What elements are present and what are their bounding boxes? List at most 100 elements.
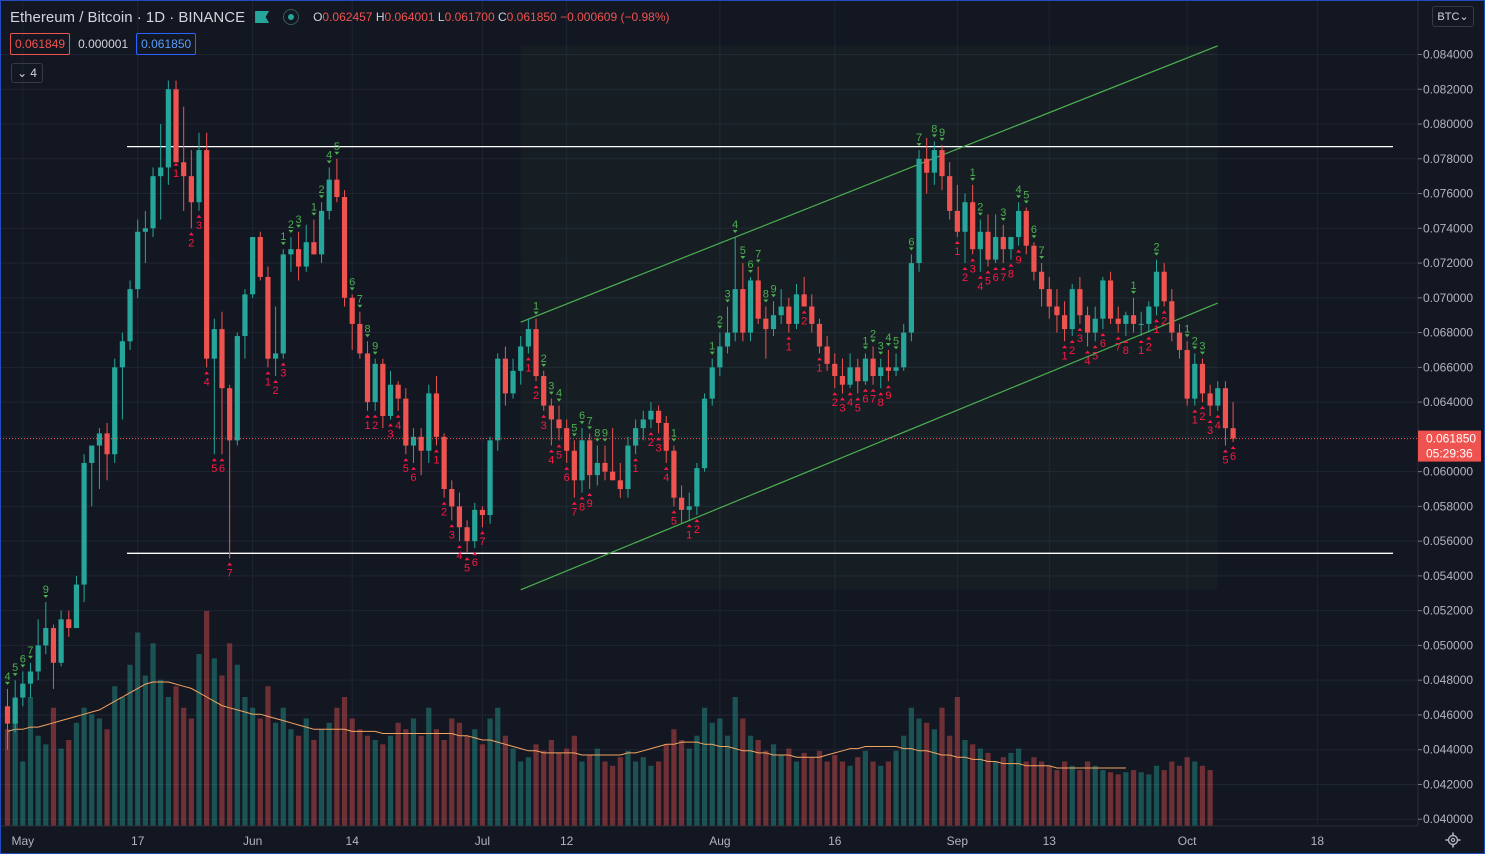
sequential-down-count: 6 xyxy=(564,472,570,484)
candle-body xyxy=(579,440,585,481)
candle-body xyxy=(364,353,371,403)
volume-bar xyxy=(564,748,570,826)
symbol-title[interactable]: Ethereum / Bitcoin · 1D · BINANCE xyxy=(10,8,246,26)
sequential-down-count: 7 xyxy=(571,507,577,519)
sequential-down-marker xyxy=(1222,449,1228,453)
candle-body xyxy=(594,462,600,476)
sell-price-button[interactable]: 0.061849 xyxy=(10,33,71,55)
candle-body xyxy=(403,398,409,446)
candle-body xyxy=(1054,306,1060,316)
candle-body xyxy=(1199,363,1206,394)
volume-bar xyxy=(142,675,148,826)
candle-body xyxy=(633,428,639,446)
sequential-up-marker xyxy=(763,299,769,303)
volume-bar xyxy=(1061,761,1068,826)
candle-body xyxy=(862,358,869,382)
candle-body xyxy=(395,384,401,399)
sequential-down-marker xyxy=(954,240,960,244)
sequential-up-count: 3 xyxy=(296,214,302,226)
sequential-down-marker xyxy=(1207,420,1213,424)
sequential-up-marker xyxy=(27,655,33,659)
sequential-up-count: 1 xyxy=(1130,280,1136,292)
candle-body xyxy=(273,353,279,359)
volume-bar xyxy=(602,761,608,826)
sequential-down-marker xyxy=(464,557,470,561)
candle-body xyxy=(250,236,256,295)
sequential-down-marker xyxy=(365,414,371,418)
price-tick-label: 0.080000 xyxy=(1423,117,1473,131)
candle-body xyxy=(908,263,914,333)
currency-button[interactable]: BTC ⌄ xyxy=(1432,6,1474,27)
candle-body xyxy=(1077,289,1083,316)
candle-body xyxy=(1016,210,1022,237)
volume-bar xyxy=(793,761,800,826)
candle-body xyxy=(119,341,125,368)
sequential-up-count: 9 xyxy=(43,584,49,596)
candle-body xyxy=(204,150,210,359)
candle-body xyxy=(1084,315,1091,333)
candle-body xyxy=(73,584,80,629)
candle-body xyxy=(640,419,646,429)
sequential-up-marker xyxy=(1023,200,1029,204)
gear-icon[interactable] xyxy=(1445,832,1461,848)
sequential-up-marker xyxy=(893,346,899,350)
volume-bar xyxy=(870,761,876,826)
candle-body xyxy=(1138,323,1144,325)
sequential-down-count: 5 xyxy=(671,515,677,527)
candle-body xyxy=(740,289,746,333)
candle-body xyxy=(847,367,853,385)
volume-bar xyxy=(89,714,95,826)
sequential-down-count: 4 xyxy=(1084,355,1090,367)
candle-body xyxy=(1031,245,1037,272)
sequential-up-marker xyxy=(885,342,891,346)
sequential-down-count: 5 xyxy=(211,463,217,475)
sequential-up-marker xyxy=(579,421,585,425)
candle-body xyxy=(855,367,861,382)
sequential-up-count: 2 xyxy=(1153,242,1159,254)
candle-body xyxy=(433,393,440,437)
price-tick-label: 0.048000 xyxy=(1423,673,1473,687)
volume-bar xyxy=(954,697,960,826)
volume-bar xyxy=(449,718,455,826)
candle-body xyxy=(1176,332,1183,350)
price-tick-label: 0.066000 xyxy=(1423,360,1473,374)
sequential-down-marker xyxy=(648,432,654,436)
candle-body xyxy=(1039,271,1045,290)
sequential-down-count: 2 xyxy=(1146,342,1152,354)
sequential-down-marker xyxy=(671,510,677,514)
sequential-up-marker xyxy=(939,137,945,141)
volume-bar xyxy=(510,748,516,826)
sequential-down-count: 7 xyxy=(1115,342,1121,354)
sequential-down-marker xyxy=(1100,333,1106,337)
sequential-down-count: 1 xyxy=(954,246,960,258)
volume-bar xyxy=(924,722,930,826)
volume-bar xyxy=(104,729,110,826)
volume-bar xyxy=(295,735,302,826)
indicators-collapse-button[interactable]: ⌄ 4 xyxy=(11,63,43,83)
time-tick-label: Oct xyxy=(1178,834,1197,848)
sequential-down-count: 2 xyxy=(372,420,378,432)
volume-bar xyxy=(288,729,294,826)
sequential-down-count: 3 xyxy=(970,263,976,275)
sequential-up-count: 2 xyxy=(870,328,876,340)
buy-price-button[interactable]: 0.061850 xyxy=(136,33,197,55)
price-tick-label: 0.082000 xyxy=(1423,82,1473,96)
candle-body xyxy=(1023,210,1029,246)
high-label: H xyxy=(375,10,385,24)
sequential-down-marker xyxy=(633,458,639,462)
volume-bar xyxy=(1184,757,1190,826)
trade-badges: 0.061849 0.000001 0.061850 xyxy=(10,33,197,55)
price-tick-label: 0.072000 xyxy=(1423,256,1473,270)
flag-icon[interactable] xyxy=(255,11,270,23)
sequential-up-count: 2 xyxy=(977,202,983,214)
time-tick-label: Jun xyxy=(243,834,262,848)
volume-bar xyxy=(1115,774,1121,826)
sequential-up-count: 7 xyxy=(1039,245,1045,257)
candle-body xyxy=(1169,301,1175,333)
sequential-down-count: 3 xyxy=(280,368,286,380)
volume-bar xyxy=(579,761,585,826)
candle-body xyxy=(671,450,677,498)
sequential-up-marker xyxy=(288,229,294,233)
candle-body xyxy=(135,231,141,290)
